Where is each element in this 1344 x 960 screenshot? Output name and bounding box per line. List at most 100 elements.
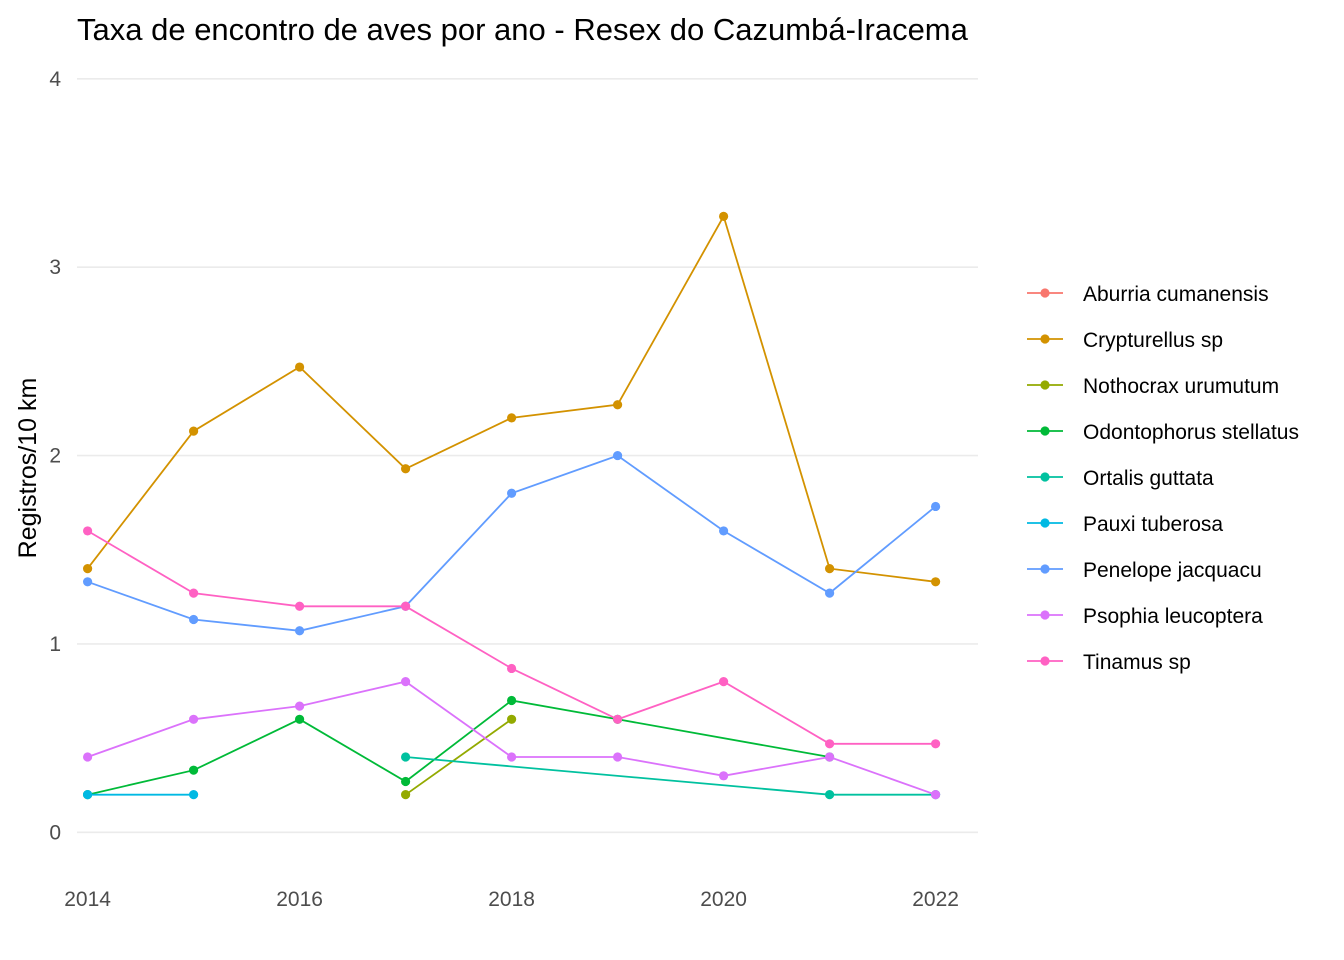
data-point (83, 790, 93, 800)
data-point (401, 601, 411, 611)
series-line (405, 756, 936, 796)
series (83, 790, 199, 800)
legend-key-point (1040, 564, 1050, 574)
data-point (83, 564, 93, 574)
legend-key-point (1040, 518, 1050, 528)
legend-item: Nothocrax urumutum (1027, 375, 1279, 398)
legend-key-point (1040, 426, 1050, 436)
data-point (613, 450, 623, 461)
data-point (189, 790, 199, 800)
data-point (401, 752, 411, 762)
y-tick-label: 4 (49, 68, 61, 91)
data-point (401, 776, 411, 787)
x-tick-label: 2016 (276, 888, 323, 911)
legend: Aburria cumanensis Crypturellus sp Nothocr… (1027, 283, 1299, 674)
legend-label: Tinamus sp (1083, 651, 1191, 674)
data-point (931, 790, 941, 800)
series-line (87, 699, 830, 796)
data-point (189, 714, 199, 724)
series (401, 752, 941, 800)
data-point (295, 626, 305, 636)
x-tick-label: 2020 (700, 888, 747, 911)
legend-item: Tinamus sp (1027, 651, 1191, 674)
y-axis-title: Registros/10 km (14, 378, 42, 559)
data-point (189, 426, 199, 436)
data-point (719, 211, 729, 221)
legend-key-point (1040, 288, 1050, 298)
data-point (401, 677, 411, 687)
data-point (931, 739, 941, 749)
series-line (86, 214, 936, 583)
x-tick-label: 2018 (488, 888, 535, 911)
series (83, 211, 941, 587)
y-tick-label: 0 (49, 821, 61, 844)
y-tick-label: 2 (49, 445, 61, 468)
data-point (507, 714, 517, 724)
data-point (401, 790, 411, 800)
series (83, 677, 941, 800)
x-tick-label: 2014 (64, 888, 111, 911)
legend-label: Odontophorus stellatus (1083, 421, 1299, 444)
legend-label: Pauxi tuberosa (1083, 513, 1223, 536)
data-point (83, 577, 93, 587)
data-point (507, 752, 517, 762)
series (401, 714, 517, 800)
legend-item: Crypturellus sp (1027, 329, 1223, 352)
legend-key-point (1040, 380, 1050, 390)
data-point (83, 752, 93, 762)
series (83, 450, 941, 636)
series-line (87, 530, 936, 745)
legend-item: Pauxi tuberosa (1027, 513, 1223, 536)
legend-key-point (1040, 656, 1050, 666)
data-point (507, 663, 517, 674)
data-point (825, 739, 835, 749)
data-point (931, 577, 941, 587)
data-point (295, 701, 305, 711)
data-point (507, 413, 517, 423)
series-layer (83, 211, 941, 800)
legend-item: Psophia leucoptera (1027, 605, 1263, 628)
data-point (719, 526, 729, 536)
data-point (613, 714, 623, 724)
data-point (825, 588, 835, 598)
data-point (189, 765, 199, 775)
legend-item: Odontophorus stellatus (1027, 421, 1299, 444)
data-point (719, 677, 729, 687)
y-tick-label: 3 (49, 256, 61, 279)
legend-label: Aburria cumanensis (1083, 283, 1269, 306)
legend-item: Ortalis guttata (1027, 467, 1214, 490)
legend-key-point (1040, 334, 1050, 344)
data-point (189, 614, 199, 625)
chart-title: Taxa de encontro de aves por ano - Resex… (77, 12, 969, 47)
data-point (83, 526, 93, 536)
data-point (719, 771, 729, 781)
x-axis-ticks: 2014 2016 2018 2020 2022 (64, 888, 959, 911)
data-point (825, 790, 835, 800)
legend-key-point (1040, 472, 1050, 482)
series (83, 695, 835, 800)
x-tick-label: 2022 (912, 888, 959, 911)
legend-label: Nothocrax urumutum (1083, 375, 1279, 398)
legend-item: Aburria cumanensis (1027, 283, 1269, 306)
data-point (507, 488, 517, 498)
legend-label: Psophia leucoptera (1083, 605, 1263, 628)
y-axis-ticks: 0 1 2 3 4 (49, 68, 61, 844)
legend-key-point (1040, 610, 1050, 620)
y-tick-label: 1 (49, 633, 61, 656)
data-point (295, 601, 305, 611)
data-point (401, 464, 411, 474)
series-line (87, 454, 937, 632)
series (83, 526, 941, 749)
data-point (295, 714, 305, 724)
legend-label: Penelope jacquacu (1083, 559, 1262, 582)
data-point (613, 752, 623, 762)
data-point (931, 501, 941, 512)
data-point (825, 564, 835, 574)
legend-item: Penelope jacquacu (1027, 559, 1262, 582)
legend-label: Crypturellus sp (1083, 329, 1223, 352)
data-point (507, 695, 517, 706)
series-line (405, 718, 513, 796)
data-point (825, 752, 835, 762)
grid (77, 78, 978, 834)
